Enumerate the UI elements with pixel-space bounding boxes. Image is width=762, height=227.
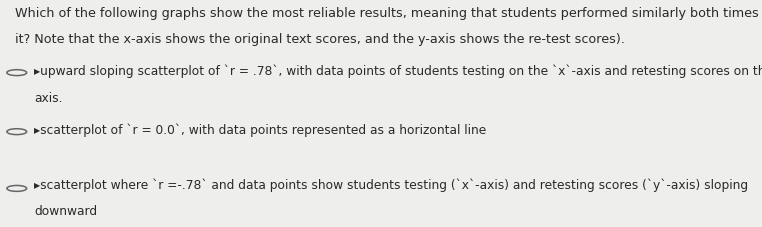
Text: it? Note that the x-axis shows the original text scores, and the y-axis shows th: it? Note that the x-axis shows the origi… xyxy=(15,33,625,46)
Text: ▸scatterplot of `r = 0.0`, with data points represented as a horizontal line: ▸scatterplot of `r = 0.0`, with data poi… xyxy=(34,124,487,137)
Text: ▸scatterplot where `r =-.78` and data points show students testing (`x`-axis) an: ▸scatterplot where `r =-.78` and data po… xyxy=(34,178,748,192)
Text: downward: downward xyxy=(34,205,98,218)
Text: ▸upward sloping scatterplot of `r = .78`, with data points of students testing o: ▸upward sloping scatterplot of `r = .78`… xyxy=(34,65,762,78)
Text: axis.: axis. xyxy=(34,92,62,105)
Text: Which of the following graphs show the most reliable results, meaning that stude: Which of the following graphs show the m… xyxy=(15,7,762,20)
